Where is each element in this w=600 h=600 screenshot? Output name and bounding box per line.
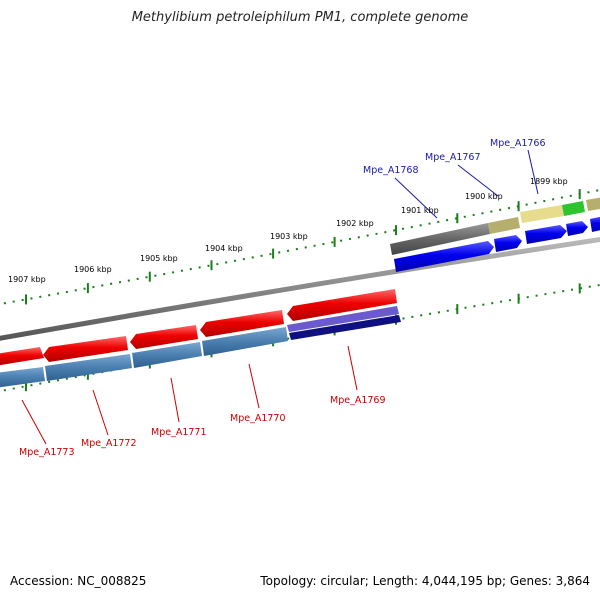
gene-label-forward[interactable]: Mpe_A1768 <box>363 165 419 176</box>
forward-genes <box>390 197 600 272</box>
scale-label: 1902 kbp <box>336 219 374 228</box>
gene-reverse-arrow-1770 <box>200 310 284 337</box>
gene-olive-segment <box>488 217 520 234</box>
scale-label: 1903 kbp <box>270 232 308 241</box>
scale-label: 1907 kbp <box>8 275 46 284</box>
gene-reverse-arrow-1773 <box>0 347 44 366</box>
reverse-genes <box>0 289 401 388</box>
gene-forward-arrow-1766 <box>566 221 588 236</box>
gene-labels: Mpe_A1766 Mpe_A1767 Mpe_A1768 Mpe_A1769 … <box>19 138 546 458</box>
gene-navy-segment <box>289 315 401 340</box>
gene-forward-arrow-next <box>590 216 600 232</box>
gene-label-reverse[interactable]: Mpe_A1769 <box>330 395 386 406</box>
leader-1770 <box>248 363 260 409</box>
gene-forward-arrow-1767b <box>525 225 567 244</box>
leader-1768 <box>394 177 438 219</box>
gene-olive-segment-2 <box>586 197 600 211</box>
gene-label-reverse[interactable]: Mpe_A1772 <box>81 438 137 449</box>
scale-label: 1905 kbp <box>140 254 178 263</box>
gene-forward-arrow-1768 <box>394 241 494 272</box>
leader-1773 <box>21 399 47 445</box>
scale-label: 1901 kbp <box>401 206 439 215</box>
gene-green-segment <box>562 201 585 216</box>
gene-label-reverse[interactable]: Mpe_A1771 <box>151 427 207 438</box>
leader-1771 <box>170 377 180 423</box>
leader-lines <box>21 149 539 445</box>
scale-label: 1906 kbp <box>74 265 112 274</box>
gene-reverse-arrow-1772 <box>43 336 128 362</box>
page-title: Methylibium petroleiphilum PM1, complete… <box>131 10 469 25</box>
scale-label: 1904 kbp <box>205 244 243 253</box>
scale-labels: 1907 kbp 1906 kbp 1905 kbp 1904 kbp 1903… <box>8 177 568 284</box>
genome-stats-text: Topology: circular; Length: 4,044,195 bp… <box>260 574 590 588</box>
gene-steel-segment-1 <box>202 327 288 356</box>
leader-1772 <box>92 389 109 436</box>
gene-label-reverse[interactable]: Mpe_A1770 <box>230 413 286 424</box>
leader-1769 <box>347 345 358 391</box>
gene-label-forward[interactable]: Mpe_A1766 <box>490 138 546 149</box>
accession-text: Accession: NC_008825 <box>10 574 147 588</box>
gene-label-reverse[interactable]: Mpe_A1773 <box>19 447 75 458</box>
leader-1766 <box>527 149 539 195</box>
gene-steel-segment-2 <box>132 342 202 368</box>
scale-label: 1900 kbp <box>465 192 503 201</box>
gene-khaki-segment <box>520 205 564 223</box>
gene-reverse-arrow-1771 <box>130 325 198 349</box>
gene-label-forward[interactable]: Mpe_A1767 <box>425 152 481 163</box>
gene-grey-segment <box>390 223 490 255</box>
leader-1767 <box>457 164 499 197</box>
gene-forward-arrow-1767a <box>494 235 522 252</box>
gene-purple-segment <box>287 306 399 332</box>
gene-reverse-arrow-1769 <box>287 289 397 321</box>
genome-backbone <box>0 236 600 341</box>
gene-steel-segment-4 <box>0 367 45 388</box>
scale-label: 1899 kbp <box>530 177 568 186</box>
gene-steel-segment-3 <box>45 354 132 381</box>
